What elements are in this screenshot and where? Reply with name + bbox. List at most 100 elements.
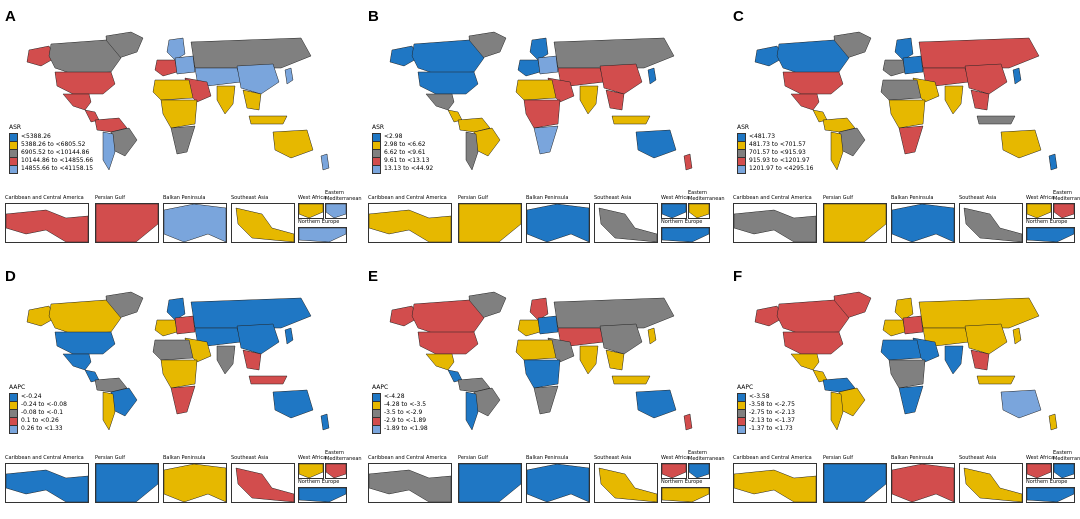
region-new-zealand — [683, 153, 693, 171]
inset-map-persian-gulf — [95, 463, 159, 503]
inset-region — [1027, 464, 1051, 478]
legend-item: 9.61 to <13.13 — [372, 156, 433, 166]
region-usa — [782, 71, 844, 95]
inset-label: Southeast Asia — [231, 455, 269, 461]
region-se-asia — [970, 89, 990, 111]
legend: ASR <481.73 481.73 to <701.57 701.57 to <91… — [737, 124, 814, 174]
inset-region — [1054, 464, 1074, 478]
legend-title: ASR — [372, 124, 385, 131]
inset-label: Eastern Mediterranean — [325, 450, 362, 462]
inset-region — [527, 204, 589, 242]
inset-map-west-africa — [298, 203, 324, 219]
inset-label: Eastern Mediterranean — [688, 190, 725, 202]
region-europe-e — [174, 315, 196, 335]
inset-label: Northern Europe — [298, 219, 340, 225]
legend-label: 10144.86 to <14855.66 — [21, 157, 94, 164]
inset-label: West Africa — [1026, 195, 1055, 201]
inset-region — [326, 464, 346, 478]
inset-region — [164, 464, 226, 502]
panel-letter: C — [733, 8, 744, 25]
inset-label: Persian Gulf — [458, 195, 488, 201]
region-africa-n — [515, 79, 557, 101]
legend-label: 5388.26 to <6805.52 — [21, 141, 86, 148]
legend-item: 6905.52 to <10144.86 — [9, 148, 93, 158]
inset-region — [299, 204, 323, 218]
inset-region — [662, 228, 709, 242]
inset-label: Eastern Mediterranean — [1053, 450, 1080, 462]
region-africa-s — [170, 125, 196, 155]
region-africa-c — [888, 359, 926, 389]
inset-region — [369, 469, 451, 502]
inset-map-southeast-asia — [594, 463, 658, 503]
inset-region — [459, 464, 521, 502]
region-alaska — [389, 45, 419, 67]
legend-item: 13.13 to <44.92 — [372, 164, 433, 174]
legend: AAPC <-0.24 -0.24 to <-0.08 -0.08 to <-0.1 0… — [9, 384, 67, 434]
legend-label: -0.24 to <-0.08 — [21, 401, 67, 408]
inset-label: West Africa — [661, 455, 690, 461]
panel-letter: B — [368, 8, 379, 25]
region-china — [236, 323, 280, 355]
inset-label: Caribbean and Central America — [5, 455, 84, 461]
region-africa-c — [160, 99, 198, 129]
region-mexico — [425, 93, 455, 111]
inset-label: Persian Gulf — [823, 195, 853, 201]
region-russia — [190, 37, 312, 69]
region-africa-s — [898, 125, 924, 155]
inset-map-persian-gulf — [95, 203, 159, 243]
inset-region — [235, 467, 294, 502]
region-new-zealand — [683, 413, 693, 431]
region-new-zealand — [1048, 153, 1058, 171]
inset-label: Southeast Asia — [594, 195, 632, 201]
region-india — [216, 85, 236, 115]
legend-item: 481.73 to <701.57 — [737, 140, 814, 150]
inset-map-caribbean-and-central-america — [733, 463, 817, 503]
inset-map-west-africa — [1026, 203, 1052, 219]
region-alaska — [26, 305, 56, 327]
map-panel-f: F AAPC <-3.58 -3.58 to <-2.75 -2.75 to <-2.1… — [733, 268, 1080, 508]
inset-region — [6, 469, 88, 502]
region-africa-s — [170, 385, 196, 415]
region-russia — [918, 297, 1040, 329]
region-africa-s — [533, 385, 559, 415]
inset-map-eastern-mediterranean — [325, 203, 347, 219]
legend-label: <-0.24 — [21, 393, 42, 400]
legend-label: <-4.28 — [384, 393, 405, 400]
inset-region — [6, 209, 88, 242]
region-mexico — [425, 353, 455, 371]
region-russia — [190, 297, 312, 329]
legend-item: 1201.97 to <4295.16 — [737, 164, 814, 174]
inset-region — [689, 464, 709, 478]
region-usa — [782, 331, 844, 355]
legend-label: 915.93 to <1201.97 — [749, 157, 810, 164]
inset-region — [689, 204, 709, 218]
region-australia — [1000, 129, 1042, 159]
world-map — [389, 31, 693, 171]
panel-letter: E — [368, 268, 379, 285]
legend-title: ASR — [9, 124, 22, 131]
region-alaska — [389, 305, 419, 327]
legend-label: -2.9 to <-1.89 — [384, 417, 427, 424]
region-central-asia — [194, 67, 242, 87]
region-central-asia — [922, 327, 970, 347]
inset-label: Balkan Peninsula — [526, 455, 569, 461]
region-mexico — [790, 353, 820, 371]
region-usa — [54, 331, 116, 355]
legend-item: 701.57 to <915.93 — [737, 148, 814, 158]
legend-label: 6905.52 to <10144.86 — [21, 149, 90, 156]
inset-region — [299, 464, 323, 478]
legend: AAPC <-4.28 -4.28 to <-3.5 -3.5 to <-2.9 -2.… — [372, 384, 428, 434]
region-africa-n — [152, 79, 194, 101]
region-indonesia — [248, 115, 288, 125]
inset-map-persian-gulf — [823, 203, 887, 243]
legend-label: 2.98 to <6.62 — [384, 141, 426, 148]
map-panel-b: B ASR <2.98 2.98 to <6.62 6.62 to <9.61 9.61 … — [368, 8, 725, 248]
region-canada — [48, 299, 122, 335]
region-usa — [417, 71, 479, 95]
region-europe-w — [154, 319, 178, 337]
panel-letter: F — [733, 268, 743, 285]
inset-label: Northern Europe — [298, 479, 340, 485]
world-map — [754, 31, 1058, 171]
region-japan — [1012, 327, 1022, 345]
legend-item: -1.37 to <1.73 — [737, 424, 795, 434]
